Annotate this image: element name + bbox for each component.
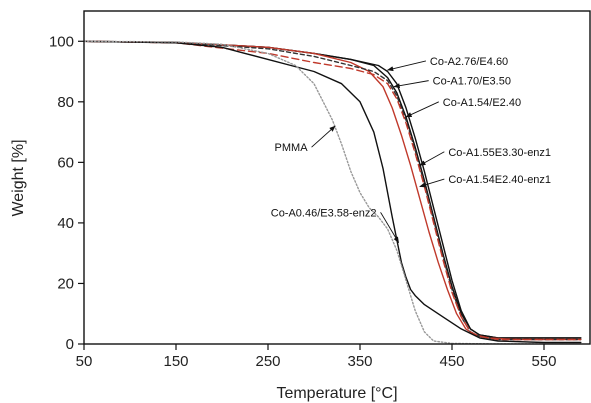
x-tick-label: 150	[163, 353, 188, 370]
x-tick-label: 550	[531, 353, 556, 370]
annotation-arrow	[405, 101, 439, 118]
annotation-label-co-a1-55e3-30-enz1: Co-A1.55E3.30-enz1	[448, 147, 551, 159]
annotation-arrow	[393, 80, 429, 89]
y-tick-label: 100	[49, 33, 74, 50]
y-tick-label: 0	[66, 336, 74, 353]
series-line-pmma	[84, 40, 582, 344]
y-axis: 0 20 40 60 80 100	[49, 33, 84, 353]
x-tick-label: 250	[255, 353, 280, 370]
annotation-label-co-a1-54-e2-40: Co-A1.54/E2.40	[443, 97, 521, 109]
y-tick-label: 60	[57, 154, 74, 171]
annotation-label-co-a1-54e2-40-enz1: Co-A1.54E2.40-enz1	[448, 174, 551, 186]
annotation-label-co-a2-76-e4-60: Co-A2.76/E4.60	[430, 56, 508, 68]
annotation-arrow	[386, 60, 427, 72]
plot-frame	[83, 10, 591, 345]
annotation-arrow	[380, 212, 400, 244]
x-axis: 50 150 250 350 450 550	[76, 344, 557, 370]
series-layer	[84, 40, 582, 344]
annotation-arrow	[419, 178, 445, 188]
series-line-co-a0-46-e3-58-enz2	[84, 40, 582, 344]
y-axis-title: Weight [%]	[10, 139, 27, 216]
annotation-arrow	[419, 151, 445, 166]
annotation-arrow	[311, 125, 336, 148]
annotation-layer: Co-A2.76/E4.60 Co-A1.70/E3.50 Co-A1.54/E2.…	[271, 56, 551, 244]
annotation-label-pmma: PMMA	[275, 142, 309, 154]
series-line-co-a1-54e2-40-enz1	[84, 40, 582, 341]
y-tick-label: 40	[57, 215, 74, 232]
x-tick-label: 50	[76, 353, 93, 370]
x-tick-label: 450	[439, 353, 464, 370]
annotation-label-co-a0-46-e3-58-enz2: Co-A0.46/E3.58-enz2	[271, 207, 377, 219]
x-tick-label: 350	[347, 353, 372, 370]
y-tick-label: 80	[57, 94, 74, 111]
x-axis-title: Temperature [°C]	[276, 385, 397, 402]
annotation-label-co-a1-70-e3-50: Co-A1.70/E3.50	[433, 76, 511, 88]
y-tick-label: 20	[57, 275, 74, 292]
series-line-co-a1-55e3-30-enz1	[84, 40, 582, 341]
